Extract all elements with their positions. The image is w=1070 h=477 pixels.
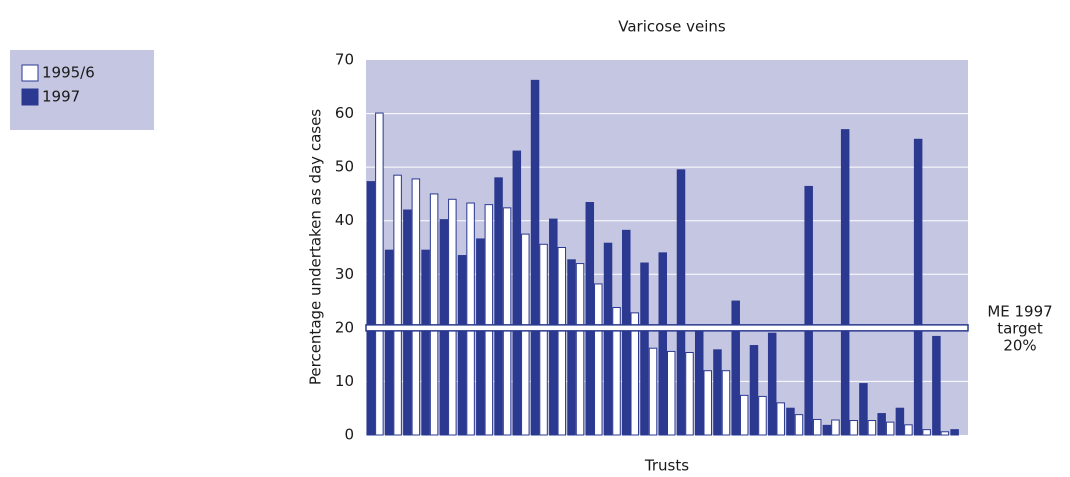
bar xyxy=(685,352,694,436)
bar xyxy=(567,259,576,436)
bar xyxy=(713,349,722,436)
bar xyxy=(804,185,813,436)
bar xyxy=(594,283,603,436)
legend-label: 1997 xyxy=(42,88,80,106)
bar xyxy=(411,178,421,436)
bar xyxy=(393,174,402,436)
y-tick-label: 10 xyxy=(335,372,354,390)
y-tick-label: 30 xyxy=(335,265,354,283)
y-axis-label: Percentage undertaken as day cases xyxy=(307,109,325,385)
bar xyxy=(512,150,522,436)
bar xyxy=(922,429,931,436)
bar xyxy=(776,402,785,436)
bar xyxy=(950,429,959,436)
bar xyxy=(940,431,950,436)
y-tick-label: 0 xyxy=(344,426,354,444)
bar xyxy=(502,207,512,436)
bar xyxy=(585,202,595,436)
bar xyxy=(849,420,858,436)
y-tick-label: 20 xyxy=(335,318,354,336)
bar xyxy=(739,394,749,436)
y-tick-label: 70 xyxy=(335,51,354,69)
bar xyxy=(648,347,658,436)
bar xyxy=(885,421,895,436)
bar xyxy=(767,332,777,436)
bar xyxy=(384,249,394,436)
bar xyxy=(749,345,759,436)
bar xyxy=(366,181,376,436)
bar xyxy=(640,262,649,436)
bar xyxy=(859,383,868,436)
bar xyxy=(840,129,850,436)
bar xyxy=(622,229,631,436)
y-tick-label: 50 xyxy=(335,158,354,176)
bar xyxy=(694,327,704,436)
target-label: ME 1997 xyxy=(987,302,1052,320)
bar xyxy=(466,202,475,436)
bar xyxy=(612,307,621,436)
x-axis-label: Trusts xyxy=(644,457,689,475)
bar xyxy=(429,193,439,436)
bar xyxy=(476,238,485,436)
legend-swatch xyxy=(21,64,39,82)
bar xyxy=(457,255,467,436)
bar xyxy=(403,209,412,436)
bar xyxy=(603,242,613,436)
bar xyxy=(448,198,457,436)
bar xyxy=(913,138,923,436)
bar xyxy=(786,407,795,436)
bar xyxy=(658,252,667,436)
legend-swatch xyxy=(21,88,39,106)
legend-label: 1995/6 xyxy=(42,64,95,82)
y-tick-label: 40 xyxy=(335,211,354,229)
target-label: target xyxy=(997,319,1043,337)
bar xyxy=(539,243,548,436)
bar xyxy=(494,177,503,436)
bar xyxy=(831,419,840,436)
bar xyxy=(421,249,430,436)
bar xyxy=(731,300,740,436)
bar xyxy=(521,233,530,436)
bar xyxy=(721,370,731,436)
target-line xyxy=(365,324,969,332)
bar xyxy=(575,263,585,436)
chart-title: Varicose veins xyxy=(618,18,726,36)
bar xyxy=(530,79,540,436)
bar xyxy=(676,169,686,436)
bar xyxy=(904,424,913,436)
bar xyxy=(758,395,767,436)
bar xyxy=(812,418,822,436)
y-tick-label: 60 xyxy=(335,104,354,122)
bar xyxy=(667,350,676,436)
bar xyxy=(895,407,905,436)
bar xyxy=(877,413,886,436)
bar xyxy=(867,420,877,436)
bar xyxy=(557,247,567,436)
bar xyxy=(375,112,384,436)
bar xyxy=(932,335,941,436)
bar xyxy=(822,424,832,436)
bar xyxy=(630,312,640,436)
target-label: 20% xyxy=(1003,336,1036,354)
bar xyxy=(794,414,804,436)
bar xyxy=(703,370,712,436)
bar xyxy=(484,204,494,436)
